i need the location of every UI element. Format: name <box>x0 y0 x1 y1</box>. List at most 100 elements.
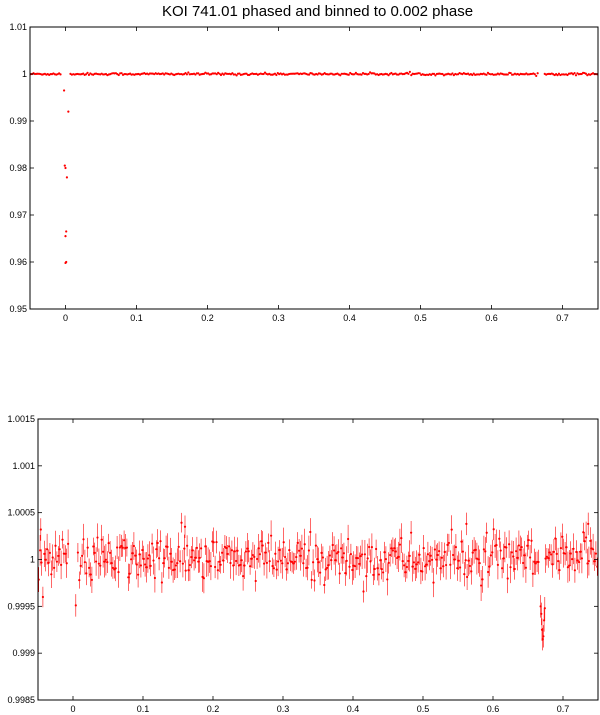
data-point <box>144 563 147 566</box>
data-point <box>263 562 266 565</box>
data-point <box>466 575 469 579</box>
data-point <box>327 564 330 567</box>
data-point <box>246 547 249 550</box>
data-point <box>453 558 456 561</box>
data-point <box>275 73 278 77</box>
data-point <box>379 559 382 562</box>
data-point <box>373 567 376 571</box>
x-tick-label: 0.6 <box>487 704 500 714</box>
data-point <box>465 522 468 526</box>
data-point <box>235 74 238 77</box>
data-point <box>303 543 306 546</box>
data-point <box>265 561 268 564</box>
data-point <box>531 572 535 575</box>
data-point <box>142 557 145 560</box>
data-point <box>62 89 66 92</box>
data-point <box>376 567 379 570</box>
data-point <box>517 544 521 547</box>
data-point <box>225 546 228 550</box>
data-point <box>218 560 221 563</box>
data-point <box>179 560 182 563</box>
data-point <box>125 546 128 549</box>
data-point <box>243 564 246 567</box>
data-point <box>424 565 427 568</box>
data-point <box>209 564 212 568</box>
data-point <box>566 73 569 77</box>
data-point <box>417 561 420 564</box>
data-point <box>414 567 417 571</box>
data-point <box>527 538 530 542</box>
data-point <box>128 572 131 575</box>
x-tick-label: 0 <box>70 704 75 714</box>
data-point <box>274 552 277 555</box>
data-point <box>92 545 95 548</box>
data-point <box>222 73 225 76</box>
data-point <box>141 548 144 552</box>
data-point <box>86 546 89 549</box>
data-point <box>88 566 91 570</box>
data-point <box>148 554 151 557</box>
x-tick-label: 0.7 <box>556 313 569 323</box>
data-point <box>249 565 252 568</box>
data-point <box>576 559 579 562</box>
data-point <box>59 73 62 76</box>
data-point <box>169 552 172 555</box>
data-point <box>197 560 200 563</box>
data-point <box>251 553 254 557</box>
y-tick-label: 1 <box>22 69 27 79</box>
data-point <box>390 547 393 550</box>
data-point <box>323 583 326 587</box>
data-point <box>159 540 162 543</box>
data-point <box>542 635 545 638</box>
data-point <box>261 544 264 547</box>
data-point <box>540 612 543 615</box>
data-point <box>506 73 509 76</box>
data-point <box>495 543 498 547</box>
x-tick-label: 0.6 <box>485 313 498 323</box>
data-point <box>426 553 429 556</box>
data-point <box>298 549 301 552</box>
data-point <box>551 563 554 566</box>
data-point <box>335 552 338 555</box>
data-point <box>582 531 585 534</box>
data-point <box>87 73 91 77</box>
data-point <box>534 562 537 565</box>
x-tick-label: 0.3 <box>272 313 285 323</box>
data-point <box>48 551 52 554</box>
data-point <box>485 531 488 534</box>
data-point <box>146 557 149 560</box>
y-tick-label: 1.01 <box>9 22 27 32</box>
data-point <box>456 567 459 570</box>
data-point <box>326 566 329 569</box>
y-tick-label: 1.0015 <box>7 414 35 424</box>
data-point <box>592 548 595 551</box>
data-point <box>84 73 88 76</box>
y-tick-label: 1.001 <box>12 461 35 471</box>
data-point <box>365 575 368 578</box>
data-point <box>389 553 392 557</box>
data-point <box>360 73 363 76</box>
data-point <box>46 548 49 551</box>
data-point <box>107 542 110 545</box>
data-point <box>492 528 495 531</box>
data-point <box>267 541 270 544</box>
data-point <box>587 522 590 526</box>
data-point <box>40 561 43 564</box>
y-tick-label: 0.99 <box>9 116 27 126</box>
x-tick-label: 0.2 <box>207 704 220 714</box>
data-point <box>471 551 474 554</box>
data-point <box>510 551 513 554</box>
data-point <box>111 566 114 569</box>
data-point <box>89 573 92 576</box>
data-point <box>505 546 508 549</box>
data-point <box>273 72 277 75</box>
data-point <box>361 553 364 556</box>
data-point <box>191 549 194 552</box>
plot-frame <box>29 26 599 310</box>
data-point <box>594 552 598 555</box>
data-point <box>382 571 385 574</box>
data-point <box>558 568 561 572</box>
data-point <box>501 567 504 570</box>
data-point <box>586 562 589 565</box>
